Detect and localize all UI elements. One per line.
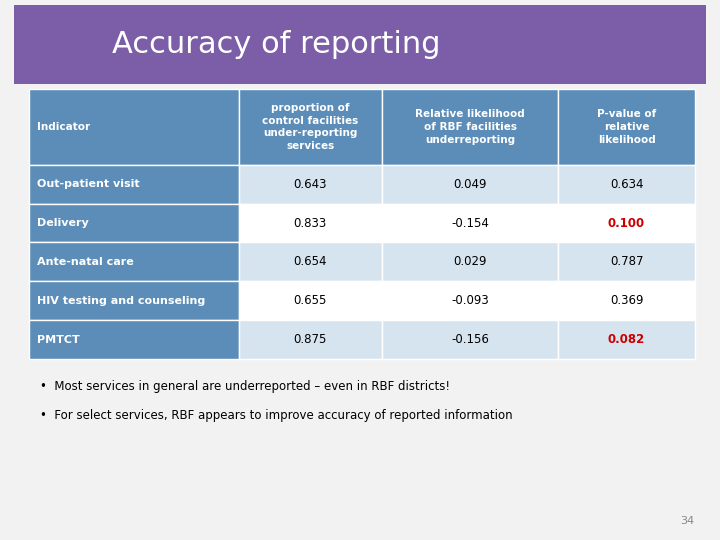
Text: 0.369: 0.369	[610, 294, 643, 307]
Text: -0.156: -0.156	[451, 333, 489, 346]
Text: P-value of
relative
likelihood: P-value of relative likelihood	[597, 109, 656, 145]
Text: -0.154: -0.154	[451, 217, 489, 230]
FancyBboxPatch shape	[14, 5, 706, 84]
FancyBboxPatch shape	[382, 165, 558, 204]
FancyBboxPatch shape	[558, 204, 695, 242]
Text: Relative likelihood
of RBF facilities
underreporting: Relative likelihood of RBF facilities un…	[415, 109, 525, 145]
FancyBboxPatch shape	[29, 281, 238, 320]
FancyBboxPatch shape	[382, 204, 558, 242]
FancyBboxPatch shape	[382, 320, 558, 359]
Text: 34: 34	[680, 516, 695, 526]
Text: 0.787: 0.787	[610, 255, 643, 268]
Text: -0.093: -0.093	[451, 294, 489, 307]
FancyBboxPatch shape	[238, 204, 382, 242]
FancyBboxPatch shape	[238, 165, 382, 204]
Text: 0.654: 0.654	[294, 255, 327, 268]
Text: HIV testing and counseling: HIV testing and counseling	[37, 296, 206, 306]
Text: 0.875: 0.875	[294, 333, 327, 346]
Text: •  For select services, RBF appears to improve accuracy of reported information: • For select services, RBF appears to im…	[40, 409, 512, 422]
FancyBboxPatch shape	[382, 281, 558, 320]
Text: 0.082: 0.082	[608, 333, 645, 346]
FancyBboxPatch shape	[558, 89, 695, 165]
Text: Out-patient visit: Out-patient visit	[37, 179, 140, 189]
FancyBboxPatch shape	[238, 89, 382, 165]
FancyBboxPatch shape	[238, 281, 382, 320]
Text: Ante-natal care: Ante-natal care	[37, 257, 134, 267]
Text: 0.655: 0.655	[294, 294, 327, 307]
Text: 0.100: 0.100	[608, 217, 645, 230]
FancyBboxPatch shape	[558, 242, 695, 281]
FancyBboxPatch shape	[558, 281, 695, 320]
FancyBboxPatch shape	[29, 204, 238, 242]
Text: 0.833: 0.833	[294, 217, 327, 230]
FancyBboxPatch shape	[558, 165, 695, 204]
Text: Indicator: Indicator	[37, 122, 91, 132]
Text: •  Most services in general are underreported – even in RBF districts!: • Most services in general are underrepo…	[40, 380, 449, 393]
FancyBboxPatch shape	[238, 320, 382, 359]
FancyBboxPatch shape	[238, 242, 382, 281]
Text: Accuracy of reporting: Accuracy of reporting	[112, 30, 440, 59]
Text: PMTCT: PMTCT	[37, 335, 80, 345]
FancyBboxPatch shape	[29, 320, 238, 359]
Text: 0.634: 0.634	[610, 178, 643, 191]
FancyBboxPatch shape	[382, 242, 558, 281]
FancyBboxPatch shape	[29, 242, 238, 281]
Text: 0.049: 0.049	[454, 178, 487, 191]
Text: 0.029: 0.029	[454, 255, 487, 268]
Text: proportion of
control facilities
under-reporting
services: proportion of control facilities under-r…	[262, 103, 359, 151]
FancyBboxPatch shape	[29, 165, 238, 204]
FancyBboxPatch shape	[558, 320, 695, 359]
Text: 0.643: 0.643	[294, 178, 327, 191]
FancyBboxPatch shape	[29, 89, 238, 165]
Text: Delivery: Delivery	[37, 218, 89, 228]
FancyBboxPatch shape	[382, 89, 558, 165]
